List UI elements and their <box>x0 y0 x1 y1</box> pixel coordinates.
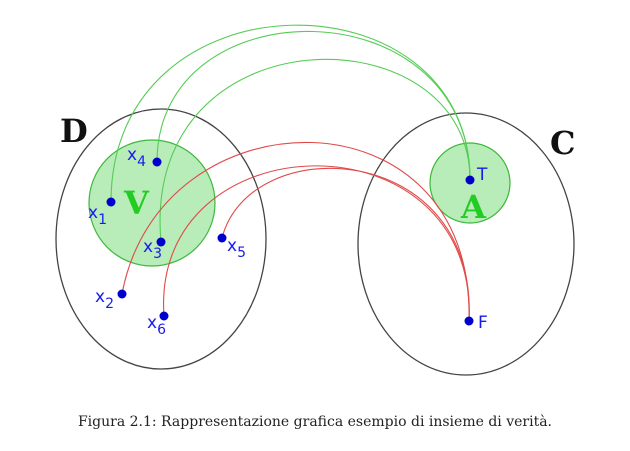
set-d-label: D <box>60 112 88 150</box>
arc-x6-f <box>163 165 470 322</box>
set-v-label: V <box>123 184 150 222</box>
truth-set-diagram: D C V A x1 x2 x3 x4 x5 x6 T F <box>55 24 575 376</box>
set-d-ellipse <box>55 108 267 370</box>
figure-caption: Figura 2.1: Rappresentazione grafica ese… <box>77 414 553 430</box>
set-a-label: A <box>460 188 487 226</box>
point-x6 <box>159 311 169 321</box>
point-x4 <box>152 157 162 167</box>
arc-x2-f <box>121 141 470 322</box>
point-x3 <box>156 237 166 247</box>
set-c-ellipse <box>357 112 575 376</box>
point-t <box>465 175 475 185</box>
point-x5 <box>217 233 227 243</box>
point-x2 <box>117 289 127 299</box>
arc-x5-f <box>221 167 470 322</box>
set-v-circle <box>88 139 216 267</box>
arc-x3-t <box>159 58 471 243</box>
point-x5-label: x5 <box>227 236 246 261</box>
arc-x4-t <box>156 30 471 181</box>
point-x1-label: x1 <box>88 203 107 228</box>
point-f-label: F <box>478 313 488 333</box>
point-x6-label: x6 <box>147 313 166 338</box>
point-x4-label: x4 <box>127 145 146 170</box>
point-f <box>464 316 474 326</box>
point-x2-label: x2 <box>95 287 114 312</box>
point-t-label: T <box>476 165 488 185</box>
point-x3-label: x3 <box>143 237 162 262</box>
set-c-label: C <box>550 124 575 162</box>
point-x1 <box>106 197 116 207</box>
